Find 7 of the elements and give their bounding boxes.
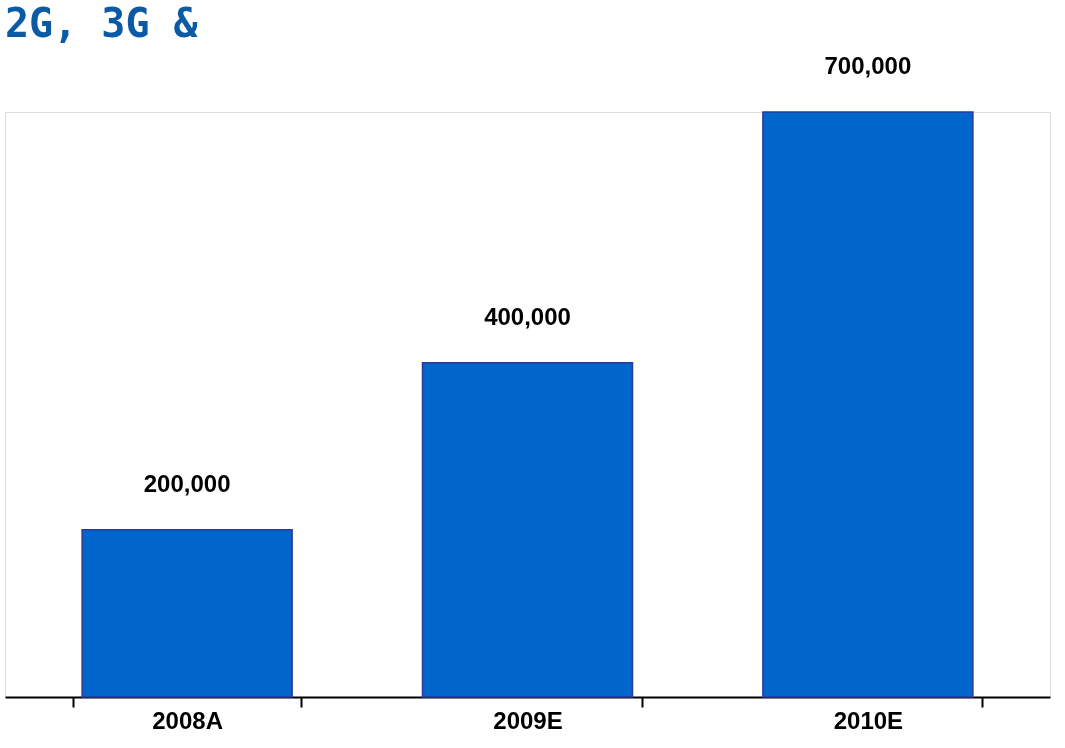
x-tick-label: 2010E <box>833 706 904 734</box>
x-tick-label: 2008A <box>152 706 223 734</box>
chart-title: 2G, 3G & <box>5 0 199 46</box>
data-label: 700,000 <box>824 52 912 79</box>
data-label: 400,000 <box>484 302 571 330</box>
x-tick-label: 2009E <box>493 706 563 734</box>
data-label: 200,000 <box>143 469 231 497</box>
